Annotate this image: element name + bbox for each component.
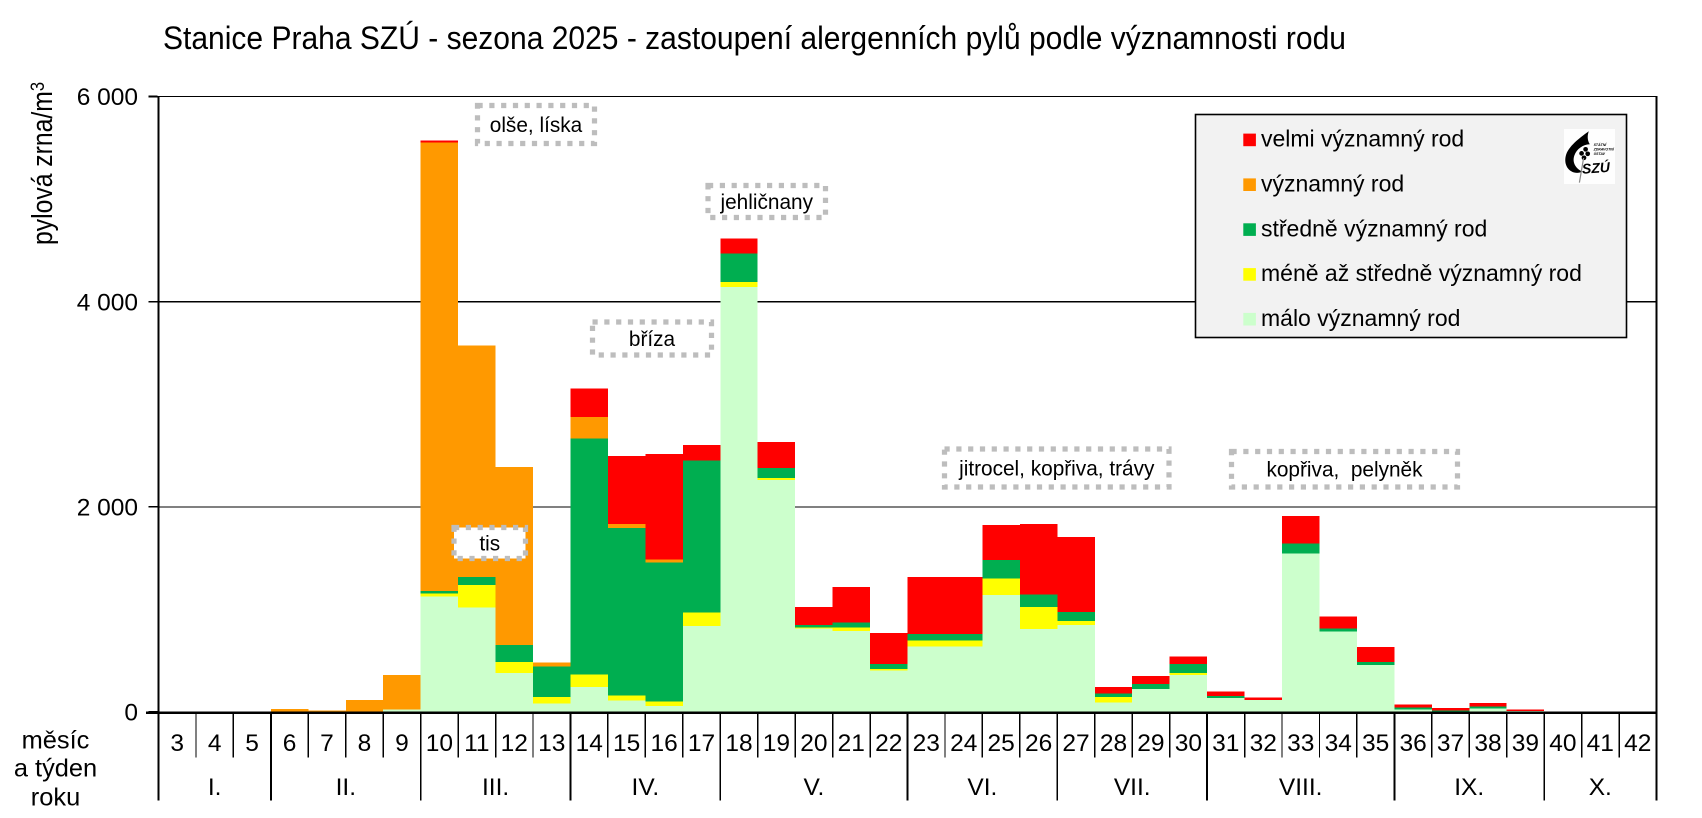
svg-text:velmi významný rod: velmi významný rod	[1261, 126, 1464, 152]
svg-text:14: 14	[576, 730, 603, 757]
svg-text:měsíc: měsíc	[22, 726, 90, 754]
svg-text:středně významný rod: středně významný rod	[1261, 215, 1487, 241]
svg-text:27: 27	[1062, 730, 1089, 757]
svg-text:42: 42	[1624, 730, 1651, 757]
svg-text:kopřiva, pelyněk: kopřiva, pelyněk	[1266, 459, 1423, 482]
svg-text:31: 31	[1212, 730, 1239, 757]
svg-text:SZÚ: SZÚ	[1581, 158, 1611, 177]
svg-text:významný rod: významný rod	[1261, 171, 1404, 197]
svg-text:22: 22	[875, 730, 902, 757]
svg-text:28: 28	[1100, 730, 1127, 757]
svg-text:6 000: 6 000	[77, 84, 138, 111]
svg-text:jitrocel, kopřiva, trávy: jitrocel, kopřiva, trávy	[958, 457, 1155, 480]
svg-text:21: 21	[838, 730, 865, 757]
svg-text:34: 34	[1325, 730, 1352, 757]
svg-text:Stanice Praha SZÚ - sezona 202: Stanice Praha SZÚ - sezona 2025 - zastou…	[163, 20, 1346, 56]
svg-text:6: 6	[283, 730, 297, 757]
svg-text:36: 36	[1399, 730, 1426, 757]
svg-text:STÁTNÍ: STÁTNÍ	[1594, 142, 1608, 147]
svg-text:30: 30	[1175, 730, 1202, 757]
svg-text:III.: III.	[482, 774, 509, 801]
svg-text:4 000: 4 000	[77, 289, 138, 316]
svg-text:I.: I.	[208, 774, 222, 801]
svg-text:41: 41	[1587, 730, 1614, 757]
svg-text:V.: V.	[803, 774, 824, 801]
svg-text:0: 0	[124, 700, 138, 727]
svg-text:38: 38	[1474, 730, 1501, 757]
svg-text:8: 8	[358, 730, 372, 757]
svg-text:32: 32	[1250, 730, 1277, 757]
svg-text:7: 7	[320, 730, 334, 757]
svg-text:37: 37	[1437, 730, 1464, 757]
svg-text:40: 40	[1549, 730, 1576, 757]
svg-text:24: 24	[950, 730, 977, 757]
svg-text:II.: II.	[336, 774, 356, 801]
svg-text:VI.: VI.	[967, 774, 997, 801]
svg-text:roku: roku	[31, 784, 80, 812]
svg-text:X.: X.	[1589, 774, 1612, 801]
svg-text:25: 25	[987, 730, 1014, 757]
svg-text:3: 3	[170, 730, 184, 757]
svg-text:VII.: VII.	[1114, 774, 1151, 801]
svg-text:pylová zrna/m3: pylová zrna/m3	[27, 82, 59, 245]
svg-text:18: 18	[725, 730, 752, 757]
svg-text:méně až středně významný rod: méně až středně významný rod	[1261, 260, 1582, 286]
svg-text:20: 20	[800, 730, 827, 757]
svg-text:10: 10	[426, 730, 453, 757]
svg-text:ÚSTAV: ÚSTAV	[1594, 151, 1606, 156]
svg-text:5: 5	[245, 730, 259, 757]
svg-text:4: 4	[208, 730, 222, 757]
svg-text:ZDRAVOTNÍ: ZDRAVOTNÍ	[1593, 147, 1615, 152]
svg-text:2 000: 2 000	[77, 495, 138, 522]
svg-text:jehličnany: jehličnany	[720, 191, 814, 214]
svg-text:IX.: IX.	[1454, 774, 1484, 801]
svg-text:26: 26	[1025, 730, 1052, 757]
svg-text:29: 29	[1137, 730, 1164, 757]
svg-text:9: 9	[395, 730, 409, 757]
svg-text:13: 13	[538, 730, 565, 757]
svg-text:35: 35	[1362, 730, 1389, 757]
svg-text:VIII.: VIII.	[1279, 774, 1323, 801]
svg-text:bříza: bříza	[629, 328, 676, 351]
svg-text:15: 15	[613, 730, 640, 757]
svg-text:39: 39	[1512, 730, 1539, 757]
svg-text:11: 11	[464, 730, 489, 757]
svg-text:tis: tis	[479, 532, 500, 555]
svg-text:23: 23	[913, 730, 940, 757]
svg-text:a týden: a týden	[14, 755, 97, 783]
svg-text:17: 17	[688, 730, 715, 757]
svg-text:málo významný rod: málo významný rod	[1261, 305, 1460, 331]
svg-text:IV.: IV.	[632, 774, 660, 801]
svg-text:olše, líska: olše, líska	[490, 114, 583, 137]
svg-text:16: 16	[650, 730, 677, 757]
svg-text:33: 33	[1287, 730, 1314, 757]
svg-text:12: 12	[501, 730, 528, 757]
svg-text:19: 19	[763, 730, 790, 757]
